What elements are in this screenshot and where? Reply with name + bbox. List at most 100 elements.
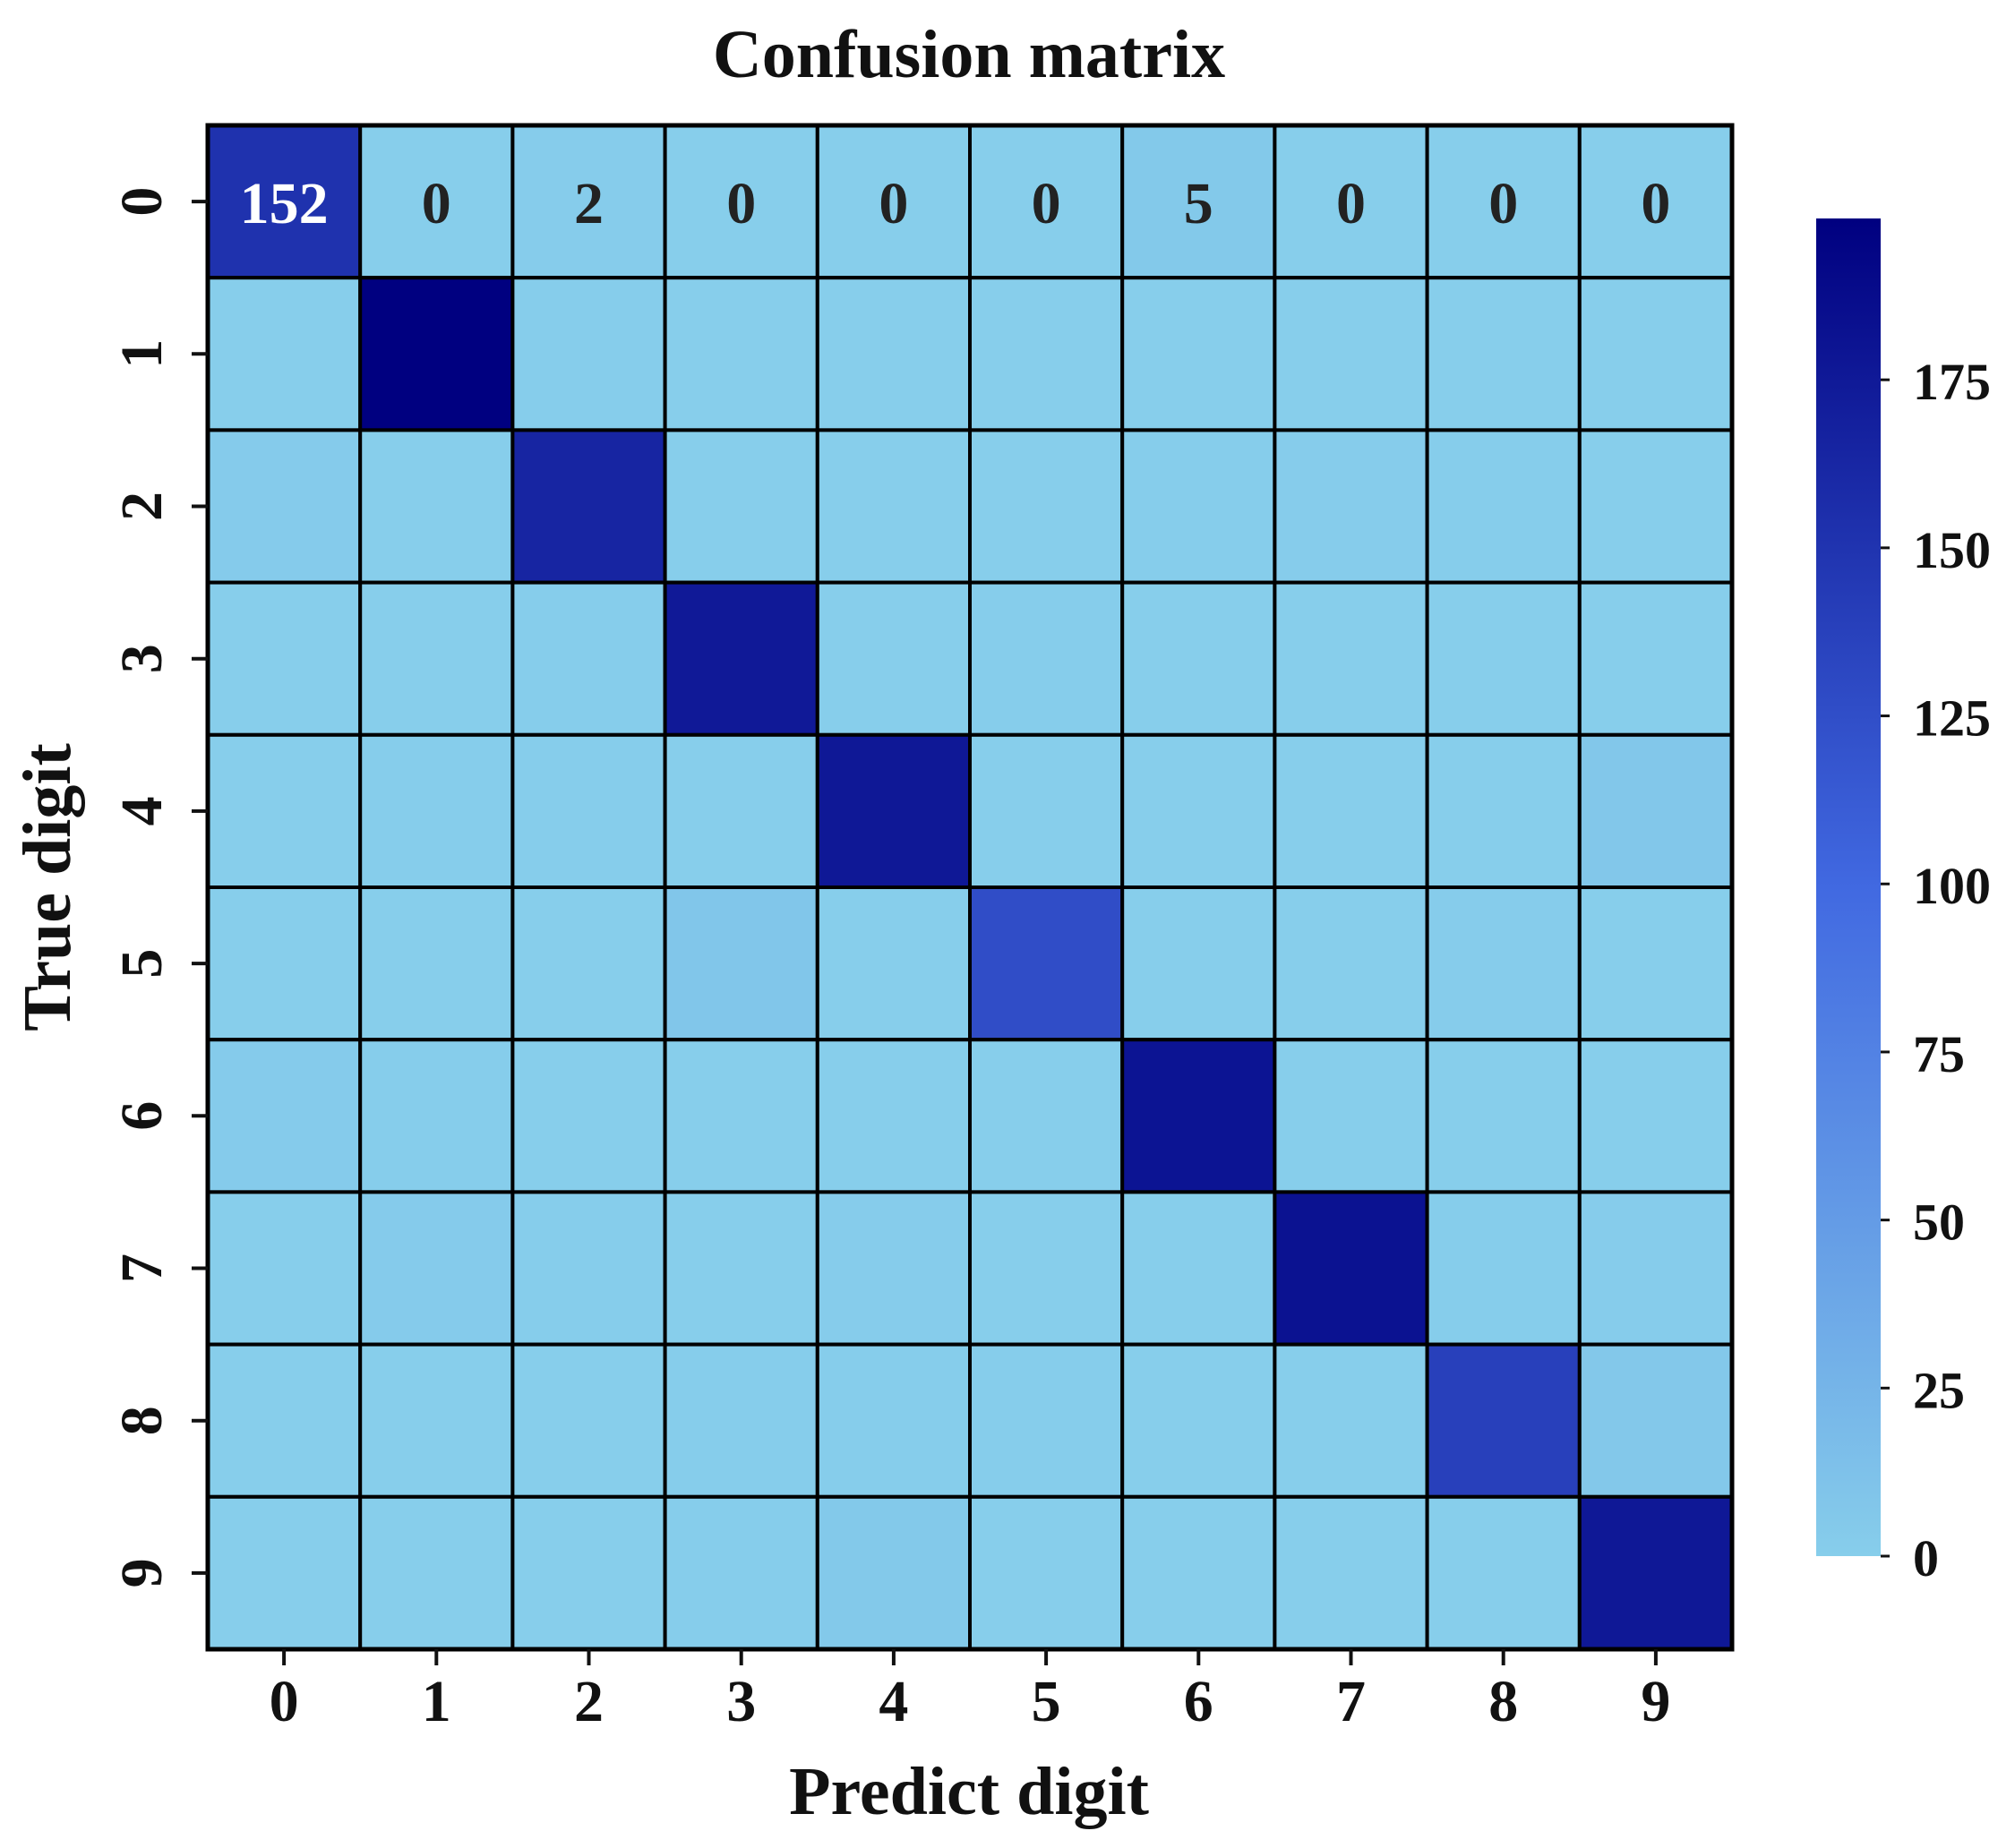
heatmap-cell-r8-c6 <box>1120 1342 1277 1499</box>
heatmap-cell-r3-c2 <box>510 580 667 737</box>
heatmap-cell-r1-c4 <box>815 276 972 432</box>
y-tick-label: 6 <box>109 1101 175 1131</box>
heatmap-cell-r8-c3 <box>663 1342 819 1499</box>
cell-value-label: 2 <box>574 171 604 236</box>
heatmap-cell-r9-c8 <box>1425 1494 1582 1652</box>
cell-value-label: 152 <box>240 171 329 236</box>
x-tick-label: 7 <box>1336 1669 1366 1734</box>
cell-value-label: 0 <box>422 171 451 236</box>
heatmap-cell-r8-c0 <box>206 1342 363 1499</box>
heatmap-cell-r6-c7 <box>1273 1038 1429 1194</box>
heatmap-cell-r4-c9 <box>1577 732 1735 889</box>
heatmap-cell-r4-c4 <box>815 732 972 889</box>
heatmap-cell-r9-c6 <box>1120 1494 1277 1652</box>
heatmap-cell-r4-c3 <box>663 732 819 889</box>
x-tick-label: 0 <box>270 1669 299 1734</box>
heatmap-cell-r8-c5 <box>968 1342 1125 1499</box>
heatmap-cell-r4-c8 <box>1425 732 1582 889</box>
heatmap-cell-r6-c6 <box>1120 1038 1277 1194</box>
heatmap-cells: 152 0 2 0 0 0 5 0 0 0 <box>205 123 1735 1652</box>
heatmap-cell-r7-c9 <box>1577 1190 1735 1347</box>
heatmap-cell-r0-c9 <box>1577 124 1735 280</box>
heatmap-cell-r8-c1 <box>358 1342 515 1499</box>
heatmap-cell-r3-c4 <box>815 580 972 737</box>
y-tick-label: 4 <box>109 796 175 826</box>
y-tick-label: 5 <box>109 949 175 979</box>
heatmap-cell-r2-c6 <box>1120 428 1277 585</box>
heatmap-cell-r2-c8 <box>1425 428 1582 585</box>
heatmap-cell-r5-c0 <box>206 886 363 1042</box>
heatmap-cell-r3-c6 <box>1120 580 1277 737</box>
heatmap-cell-r6-c3 <box>663 1038 819 1194</box>
y-axis-ticks: 0 1 2 3 4 5 6 7 8 9 <box>109 187 208 1587</box>
heatmap-cell-r7-c3 <box>663 1190 819 1347</box>
x-tick-label: 5 <box>1032 1669 1061 1734</box>
y-tick-label: 7 <box>109 1253 175 1283</box>
heatmap-cell-r7-c6 <box>1120 1190 1277 1347</box>
colorbar: 0 25 50 75 100 125 150 175 <box>1816 218 1991 1587</box>
heatmap-cell-r9-c3 <box>663 1494 819 1652</box>
colorbar-tick-label: 175 <box>1913 353 1991 411</box>
heatmap-cell-r5-c3 <box>663 886 819 1042</box>
heatmap-cell-r0-c1 <box>358 124 515 280</box>
heatmap-cell-r4-c1 <box>358 732 515 889</box>
chart-title: Confusion matrix <box>713 17 1225 92</box>
x-tick-label: 4 <box>879 1669 908 1734</box>
x-tick-label: 9 <box>1641 1669 1670 1734</box>
heatmap-cell-r7-c8 <box>1425 1190 1582 1347</box>
heatmap-cell-r9-c0 <box>206 1494 363 1652</box>
heatmap-cell-r3-c0 <box>206 580 363 737</box>
heatmap-cell-r2-c0 <box>206 428 363 585</box>
heatmap-cell-r6-c1 <box>358 1038 515 1194</box>
heatmap-cell-r1-c8 <box>1425 276 1582 432</box>
heatmap-cell-r8-c2 <box>510 1342 667 1499</box>
y-tick-label: 8 <box>109 1406 175 1435</box>
heatmap-cell-r6-c9 <box>1577 1038 1735 1194</box>
heatmap-cell-r3-c5 <box>968 580 1125 737</box>
heatmap-cell-r6-c2 <box>510 1038 667 1194</box>
heatmap-cell-r1-c2 <box>510 276 667 432</box>
x-tick-label: 1 <box>422 1669 451 1734</box>
heatmap-cell-r0-c5 <box>968 124 1125 280</box>
colorbar-tick-label: 100 <box>1913 857 1991 915</box>
heatmap-cell-r1-c5 <box>968 276 1125 432</box>
heatmap-cell-r1-c6 <box>1120 276 1277 432</box>
x-tick-label: 3 <box>726 1669 756 1734</box>
heatmap-cell-r9-c9 <box>1577 1494 1735 1652</box>
heatmap-cell-r2-c5 <box>968 428 1125 585</box>
heatmap-cell-r3-c7 <box>1273 580 1429 737</box>
heatmap-cell-r5-c4 <box>815 886 972 1042</box>
heatmap-cell-r6-c4 <box>815 1038 972 1194</box>
y-tick-label: 9 <box>109 1558 175 1587</box>
y-tick-label: 1 <box>109 339 175 369</box>
heatmap-cell-r1-c9 <box>1577 276 1735 432</box>
heatmap-cell-r6-c8 <box>1425 1038 1582 1194</box>
heatmap-cell-r5-c1 <box>358 886 515 1042</box>
cell-value-label: 5 <box>1184 171 1213 236</box>
heatmap-border <box>205 123 1735 1652</box>
heatmap-cell-r8-c7 <box>1273 1342 1429 1499</box>
heatmap-cell-r5-c5 <box>968 886 1125 1042</box>
colorbar-tick-label: 0 <box>1913 1529 1939 1587</box>
heatmap-cell-r3-c1 <box>358 580 515 737</box>
heatmap-cell-r7-c4 <box>815 1190 972 1347</box>
heatmap-cell-r9-c4 <box>815 1494 972 1652</box>
heatmap-cell-r4-c7 <box>1273 732 1429 889</box>
heatmap-cell-r9-c2 <box>510 1494 667 1652</box>
y-tick-label: 0 <box>109 187 175 217</box>
heatmap-cell-r8-c9 <box>1577 1342 1735 1499</box>
heatmap-cell-r5-c2 <box>510 886 667 1042</box>
y-tick-label: 2 <box>109 492 175 521</box>
colorbar-tick-label: 125 <box>1913 689 1991 748</box>
colorbar-tick-label: 25 <box>1913 1361 1965 1419</box>
heatmap-cell-r9-c5 <box>968 1494 1125 1652</box>
heatmap-cell-r7-c5 <box>968 1190 1125 1347</box>
heatmap-cell-r7-c0 <box>206 1190 363 1347</box>
x-axis-ticks: 0 1 2 3 4 5 6 7 8 9 <box>270 1649 1670 1734</box>
cell-value-label: 0 <box>1032 171 1061 236</box>
colorbar-tick-label: 150 <box>1913 521 1991 579</box>
cell-value-label: 0 <box>1641 171 1670 236</box>
colorbar-gradient <box>1816 218 1881 1556</box>
